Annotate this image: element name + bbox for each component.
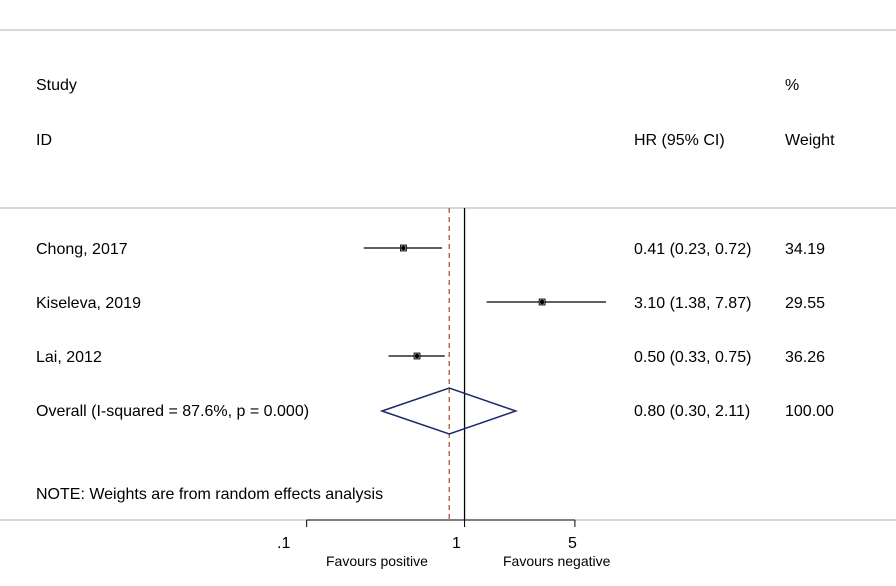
- overall-diamond: [379, 387, 519, 435]
- study-ci: 0.50 (0.33, 0.75): [634, 349, 752, 366]
- study-weight: 29.55: [785, 295, 826, 312]
- header-weight: Weight: [785, 132, 835, 149]
- header-effect: HR (95% CI): [634, 132, 725, 149]
- x-tick-label: .1: [277, 535, 291, 552]
- study-ci: 3.10 (1.38, 7.87): [634, 295, 752, 312]
- study-label: Kiseleva, 2019: [36, 295, 141, 312]
- study-weight: 36.26: [785, 349, 826, 366]
- study-point-estimate: [539, 299, 545, 305]
- study-ci: 0.41 (0.23, 0.72): [634, 241, 752, 258]
- header-percent: %: [785, 77, 800, 94]
- note-text: NOTE: Weights are from random effects an…: [36, 486, 384, 503]
- x-label-left: Favours positive: [326, 553, 428, 569]
- overall-ci: 0.80 (0.30, 2.11): [634, 403, 751, 420]
- x-label-right: Favours negative: [503, 553, 611, 569]
- study-point-estimate: [401, 245, 406, 251]
- study-weight: 34.19: [785, 241, 826, 258]
- study-point-estimate: [414, 353, 420, 359]
- header-id: ID: [36, 132, 52, 149]
- x-tick-label: 5: [568, 535, 577, 552]
- overall-weight: 100.00: [785, 403, 834, 420]
- study-label: Lai, 2012: [36, 349, 102, 366]
- header-study: Study: [36, 77, 77, 94]
- x-tick-label: 1: [452, 535, 461, 552]
- overall-label: Overall (I-squared = 87.6%, p = 0.000): [36, 403, 310, 420]
- study-label: Chong, 2017: [36, 241, 128, 258]
